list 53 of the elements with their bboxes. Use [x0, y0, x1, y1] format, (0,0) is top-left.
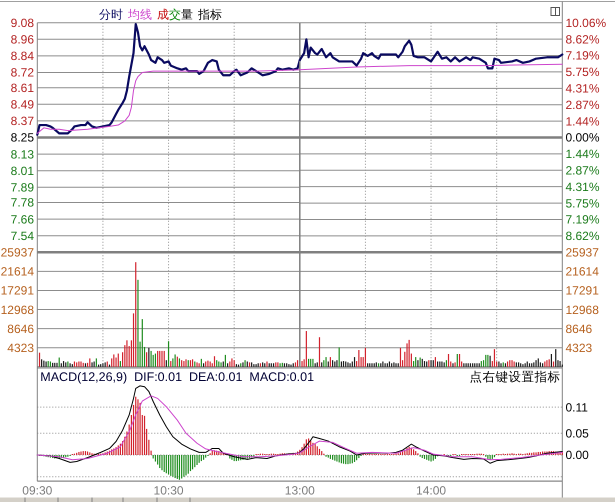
- text: 均线: [127, 8, 152, 22]
- y-tick-label: 9.08: [10, 16, 34, 30]
- x-tick-label: 09:30: [22, 484, 53, 498]
- y2-tick-label: 8.62%: [566, 32, 600, 46]
- x-tick-label: 13:00: [284, 484, 316, 498]
- y2-tick-label: 1.44%: [566, 114, 600, 128]
- y2-tick-label: 4.31%: [566, 82, 600, 96]
- y2-tick-label: 21614: [566, 264, 600, 279]
- y-tick-label: 8646: [7, 322, 34, 336]
- y2-tick-label: 2.87%: [566, 163, 600, 178]
- y-tick-label: 8.96: [10, 32, 34, 46]
- y-tick-label: 7.89: [10, 180, 34, 194]
- y-tick-label: 8.72: [10, 66, 34, 80]
- y-tick-label: 4323: [7, 340, 34, 355]
- y2-tick-label: 10.06%: [566, 16, 607, 30]
- text: 成交量: [157, 8, 193, 22]
- x-tick-label: 14:00: [416, 484, 446, 498]
- y2-tick-label: 0.11: [566, 400, 588, 414]
- y-tick-label: 17291: [0, 284, 34, 298]
- y2-tick-label: 4323: [566, 340, 593, 355]
- y-tick-label: 7.78: [10, 196, 34, 210]
- y2-tick-label: 12968: [566, 302, 600, 317]
- y-tick-label: 7.66: [10, 212, 34, 226]
- y-tick-label: 7.54: [10, 228, 34, 243]
- y2-tick-label: 7.19%: [566, 212, 600, 227]
- annotation: 点右键设置指标: [469, 370, 560, 384]
- y2-tick-label: 8646: [566, 322, 593, 336]
- y2-tick-label: 2.87%: [566, 98, 600, 112]
- y-tick-label: 8.25: [10, 130, 34, 145]
- y-tick-label: 8.84: [10, 49, 34, 64]
- chart-title: MACD(12,26,9) DIF:0.01 DEA:0.01 MACD:0.01: [40, 370, 314, 384]
- y2-tick-label: 7.19%: [566, 48, 600, 63]
- y-tick-label: 8.01: [10, 164, 34, 178]
- y2-tick-label: 4.31%: [566, 180, 600, 194]
- y2-tick-label: 5.75%: [566, 65, 600, 80]
- y-tick-label: 8.37: [10, 114, 34, 128]
- series-label: 分时: [99, 8, 123, 22]
- y-tick-label: 8.61: [10, 80, 34, 95]
- y2-tick-label: 25937: [566, 246, 600, 260]
- y2-tick-label: 8.62%: [566, 229, 600, 244]
- y2-tick-label: 17291: [566, 284, 600, 298]
- y-tick-label: 25937: [0, 246, 34, 260]
- y-tick-label: 8.13: [10, 147, 34, 162]
- y2-tick-label: 0.00%: [566, 130, 600, 145]
- x-tick-label: 10:30: [154, 484, 184, 498]
- y2-tick-label: 0.05: [566, 426, 590, 440]
- text: 指标: [197, 8, 222, 22]
- y2-tick-label: 5.75%: [566, 196, 600, 210]
- y-tick-label: 8.49: [10, 98, 34, 112]
- y2-tick-label: 0.00: [566, 448, 590, 462]
- y-tick-label: 12968: [0, 302, 34, 317]
- y-tick-label: 21614: [0, 264, 34, 279]
- y2-tick-label: 1.44%: [566, 147, 600, 162]
